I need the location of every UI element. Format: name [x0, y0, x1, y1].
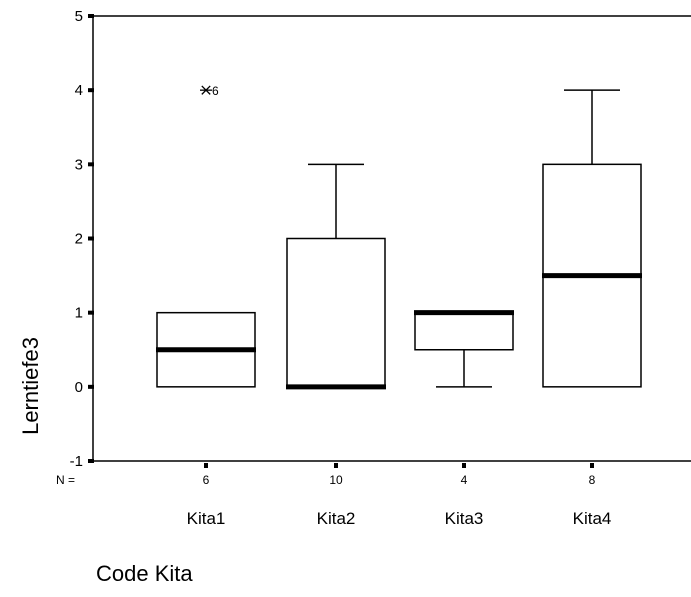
- x-axis: N = 6 Kita1 10 Kita2 4 Kita3 8 Kita4: [56, 463, 611, 528]
- box-kita1: 6: [156, 84, 256, 388]
- y-tick-mark: [88, 310, 94, 315]
- box-kita3: [414, 310, 514, 388]
- box-kita2: [286, 163, 386, 390]
- x-axis-title: Code Kita: [96, 561, 193, 586]
- y-tick-mark: [88, 14, 94, 18]
- y-tick-label: -1: [70, 453, 83, 470]
- x-tick-mark: [590, 463, 594, 468]
- y-tick-mark: [88, 162, 94, 167]
- n-value: 10: [329, 473, 343, 487]
- iqr-box: [414, 311, 514, 351]
- boxes: 6: [156, 84, 642, 390]
- n-value: 6: [203, 473, 210, 487]
- y-axis: -1 0 1 2 3 4 5: [70, 8, 94, 470]
- outlier: 6: [200, 84, 219, 98]
- x-tick-mark: [334, 463, 338, 468]
- x-tick-mark: [204, 463, 208, 468]
- y-tick-mark: [88, 384, 94, 389]
- n-value: 8: [589, 473, 596, 487]
- y-tick-label: 4: [75, 82, 83, 99]
- x-tick-mark: [462, 463, 466, 468]
- outlier-label: 6: [212, 84, 219, 98]
- iqr-box: [286, 237, 386, 388]
- y-tick-label: 0: [75, 379, 83, 396]
- y-axis-title: Lerntiefe3: [18, 337, 43, 435]
- box-kita4: [542, 89, 642, 388]
- outlier-mark-d2: [201, 85, 211, 95]
- y-tick-mark: [88, 236, 94, 241]
- y-tick-mark: [88, 459, 94, 463]
- n-value: 4: [461, 473, 468, 487]
- n-label: N =: [56, 473, 75, 487]
- category-label: Kita3: [445, 509, 484, 528]
- y-tick-mark: [88, 88, 94, 93]
- category-label: Kita2: [317, 509, 356, 528]
- y-tick-label: 3: [75, 156, 83, 173]
- y-tick-label: 5: [75, 8, 83, 25]
- y-tick-label: 2: [75, 231, 83, 248]
- y-tick-label: 1: [75, 305, 83, 322]
- category-label: Kita1: [187, 509, 226, 528]
- category-label: Kita4: [573, 509, 612, 528]
